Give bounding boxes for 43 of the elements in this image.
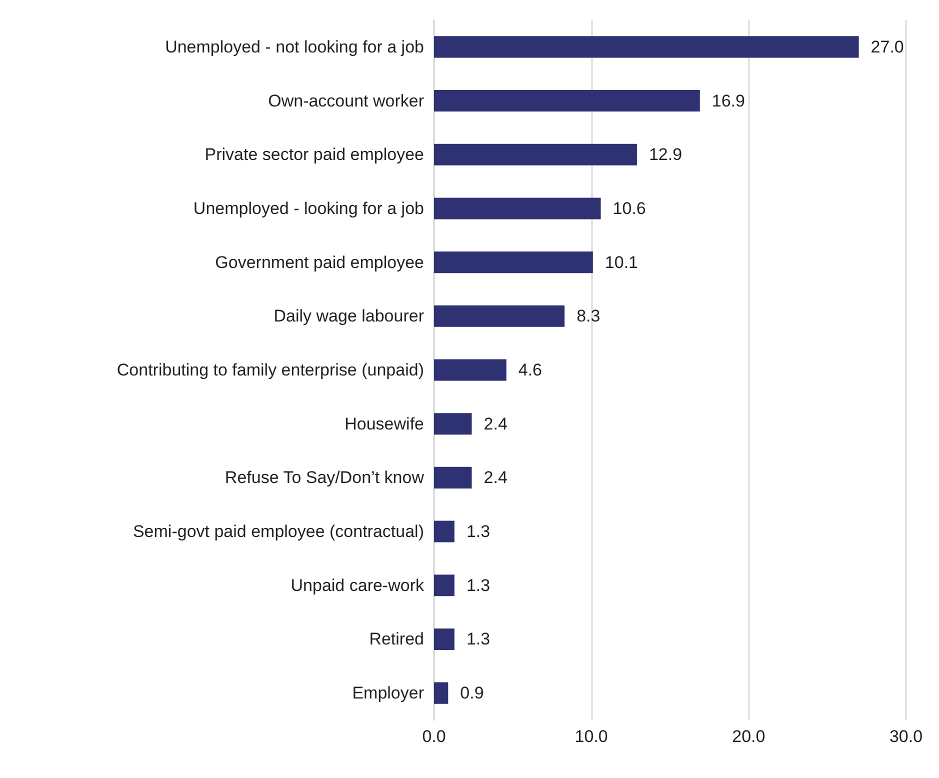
bar	[434, 628, 454, 650]
y-tick-label: Daily wage labourer	[274, 306, 424, 326]
y-tick-label: Unemployed - looking for a job	[193, 198, 424, 218]
bar	[434, 574, 454, 596]
data-label: 1.3	[466, 522, 490, 542]
data-label: 4.6	[518, 360, 542, 380]
bar	[434, 305, 565, 327]
data-label: 1.3	[466, 576, 490, 595]
bar	[434, 359, 506, 381]
y-tick-label: Semi-govt paid employee (contractual)	[132, 522, 424, 542]
bar	[434, 36, 859, 58]
x-tick-label: 0.0	[422, 727, 446, 746]
bar	[434, 682, 448, 704]
bar	[434, 198, 601, 220]
y-tick-label: Retired	[369, 630, 424, 649]
data-label: 12.9	[648, 145, 682, 164]
y-tick-label: Own-account worker	[268, 91, 424, 110]
data-label: 2.4	[484, 468, 508, 488]
data-label: 0.9	[460, 684, 484, 703]
data-label: 10.1	[604, 252, 638, 272]
bar	[434, 520, 454, 542]
data-label: 8.3	[576, 306, 600, 326]
bar	[434, 90, 700, 112]
data-label: 16.9	[712, 91, 745, 110]
y-tick-label: Unemployed - not looking for a job	[165, 37, 424, 56]
y-tick-label: Private sector paid employee	[204, 145, 424, 164]
bar	[434, 466, 472, 488]
x-tick-label: 20.0	[732, 727, 766, 746]
y-tick-label: Employer	[352, 684, 424, 703]
y-tick-label: Unpaid care-work	[290, 576, 424, 595]
bar	[434, 144, 637, 166]
y-tick-label: Government paid employee	[215, 252, 424, 272]
x-tick-label: 30.0	[889, 727, 923, 746]
data-label: 1.3	[466, 630, 490, 649]
y-tick-label: Housewife	[344, 414, 424, 434]
x-tick-label: 10.0	[574, 727, 608, 746]
y-tick-label: Contributing to family enterprise (unpaid)	[116, 360, 424, 380]
data-label: 10.6	[612, 198, 646, 218]
bar	[434, 252, 593, 274]
bar	[434, 413, 472, 435]
y-tick-label: Refuse To Say/Don’t know	[224, 468, 425, 488]
data-label: 2.4	[484, 414, 508, 434]
data-label: 27.0	[870, 37, 904, 56]
